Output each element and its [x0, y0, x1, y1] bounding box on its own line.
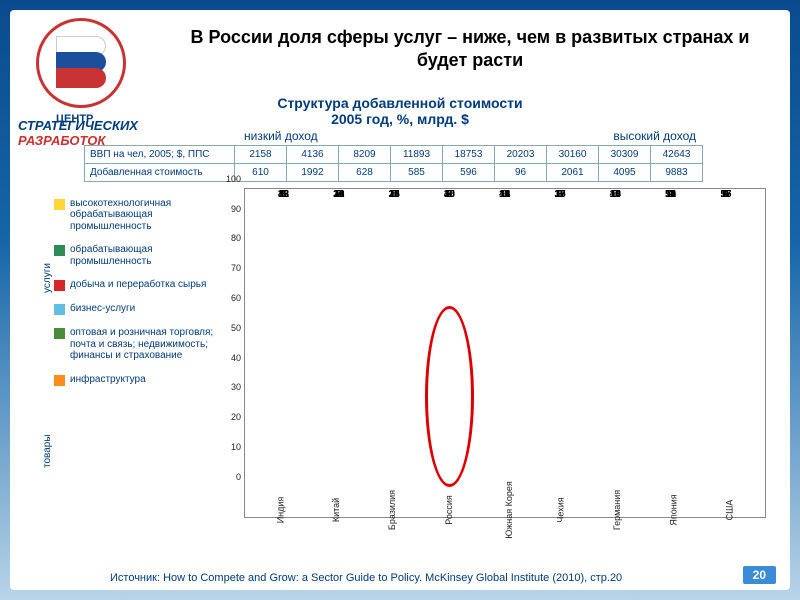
- logo: ЦЕНТР: [22, 18, 142, 133]
- gdp-table: ВВП на чел, 2005; $, ППС2158413682091189…: [84, 145, 703, 182]
- chart-area: услуги товары высокотехнологичная обраба…: [24, 188, 776, 518]
- source-citation: Источник: How to Compete and Grow: a Sec…: [110, 572, 622, 584]
- income-scale: низкий доходвысокий доход: [244, 129, 696, 143]
- org-name: СТРАТЕГИЧЕСКИХ РАЗРАБОТОК: [18, 118, 138, 148]
- slide: ЦЕНТР СТРАТЕГИЧЕСКИХ РАЗРАБОТОК В России…: [10, 10, 790, 590]
- goods-label: товары: [42, 434, 53, 468]
- page-title: В России доля сферы услуг – ниже, чем в …: [164, 26, 776, 73]
- stacked-bar-chart: 0102030405060708090100 13435324310287311…: [244, 188, 766, 518]
- services-label: услуги: [42, 263, 53, 293]
- page-number: 20: [743, 566, 776, 584]
- legend: высокотехнологичная обрабатывающая промы…: [54, 198, 234, 398]
